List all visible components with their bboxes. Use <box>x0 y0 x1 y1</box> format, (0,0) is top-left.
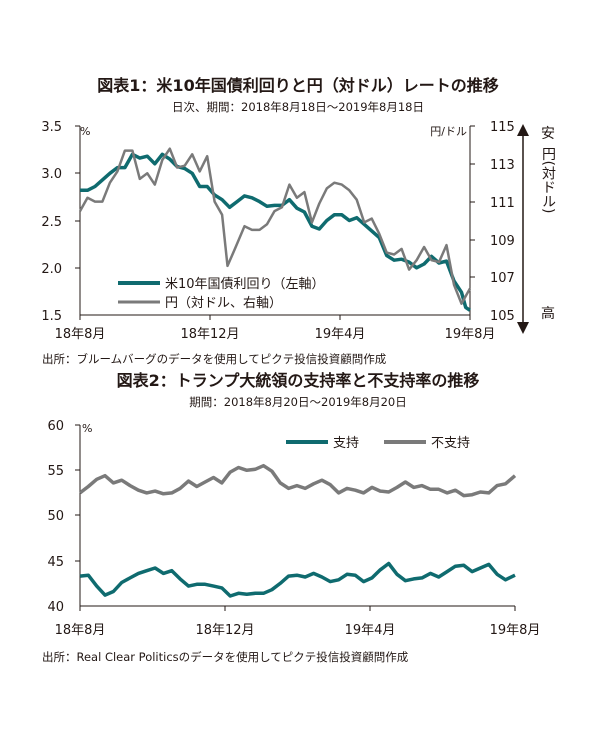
side-arrow-down-icon <box>517 322 529 334</box>
chart-2-legend-approve: 支持 <box>333 436 359 451</box>
chart-1-xtick: 18年8月 <box>55 327 106 342</box>
chart-2-xtick: 19年8月 <box>490 623 541 638</box>
chart-1-y2tick: 107 <box>490 271 515 286</box>
chart-1-ytick: 3.0 <box>41 167 62 182</box>
chart-1-x-ticks: 18年8月 18年12月 19年4月 19年8月 <box>55 327 496 342</box>
chart-1-ytick: 2.5 <box>41 215 62 230</box>
side-label-top: 安 <box>541 126 555 142</box>
chart-2-ytick: 55 <box>47 464 64 479</box>
chart-1-series-yen-line <box>78 147 472 305</box>
chart-2-legend-disapprove: 不支持 <box>431 436 470 451</box>
chart-2-xtick: 18年8月 <box>55 623 106 638</box>
chart-1-legend-yield: 米10年国債利回り（左軸） <box>165 277 325 292</box>
chart-1-title: 図表1：米10年国債利回りと円（対ドル）レートの推移 <box>97 76 498 95</box>
chart-2-ytick: 50 <box>47 509 64 524</box>
chart-1-y2tick: 105 <box>490 309 515 324</box>
side-label-bottom: 高 <box>541 305 555 322</box>
chart-1-left-ticks: 3.5 3.0 2.5 2.0 1.5 <box>41 120 62 324</box>
chart-2-left-ticks: 60 55 50 45 40 <box>47 419 64 615</box>
chart-2-ytick: 40 <box>47 600 64 615</box>
chart-1-right-ticks: 115 113 111 109 107 105 <box>490 120 515 324</box>
chart-1-y2tick: 109 <box>490 234 515 249</box>
chart-1-ytick: 2.0 <box>41 262 62 277</box>
chart-2-left-unit: % <box>82 422 92 435</box>
chart-2-title: 図表2：トランプ大統領の支持率と不支持率の推移 <box>117 371 480 390</box>
chart-1-xtick: 19年4月 <box>315 327 366 342</box>
chart-1-side-annotation: 安 円(対ドル) 高 <box>517 124 556 334</box>
chart-2-xtick: 19年4月 <box>345 623 396 638</box>
chart-1-subtitle: 日次、期間：2018年8月18日～2019年8月18日 <box>172 100 424 114</box>
side-label-middle: 円(対ドル) <box>540 147 556 214</box>
chart-1-legend-yen: 円（対ドル、右軸） <box>165 296 282 311</box>
chart-1-source: 出所：ブルームバーグのデータを使用してピクテ投信投資顧問作成 <box>42 352 387 366</box>
chart-1-y2tick: 113 <box>490 158 515 173</box>
chart-1-right-unit: 円/ドル <box>430 125 467 138</box>
chart-2-ytick: 60 <box>47 419 64 434</box>
chart-2-subtitle: 期間：2018年8月20日～2019年8月20日 <box>189 395 406 409</box>
chart-1-xtick: 18年12月 <box>180 327 239 342</box>
chart-1-legend: 米10年国債利回り（左軸） 円（対ドル、右軸） <box>118 277 325 311</box>
chart-1-left-unit: % <box>80 125 90 138</box>
chart-1-ytick: 3.5 <box>41 120 62 135</box>
chart-1-xtick: 19年8月 <box>445 327 496 342</box>
chart-1-series-yield-line <box>80 152 471 312</box>
chart-2-legend: 支持 不支持 <box>286 436 470 451</box>
chart-1-y2tick: 111 <box>490 196 515 211</box>
chart-2-xtick: 18年12月 <box>195 623 254 638</box>
chart-1-y2tick: 115 <box>490 120 515 135</box>
chart-2: 図表2：トランプ大統領の支持率と不支持率の推移 期間：2018年8月20日～20… <box>42 371 540 664</box>
chart-2-ytick: 45 <box>47 555 64 570</box>
chart-2-x-ticks: 18年8月 18年12月 19年4月 19年8月 <box>55 623 541 638</box>
side-arrow-up-icon <box>517 124 529 136</box>
chart-1-ytick: 1.5 <box>41 309 62 324</box>
chart-2-series-approve-line <box>79 561 516 598</box>
chart-1: 図表1：米10年国債利回りと円（対ドル）レートの推移 日次、期間：2018年8月… <box>41 76 556 366</box>
chart-2-source: 出所：Real Clear Politicsのデータを使用してピクテ投信投資顧問… <box>42 650 409 664</box>
chart-2-series-disapprove-line <box>78 463 517 498</box>
